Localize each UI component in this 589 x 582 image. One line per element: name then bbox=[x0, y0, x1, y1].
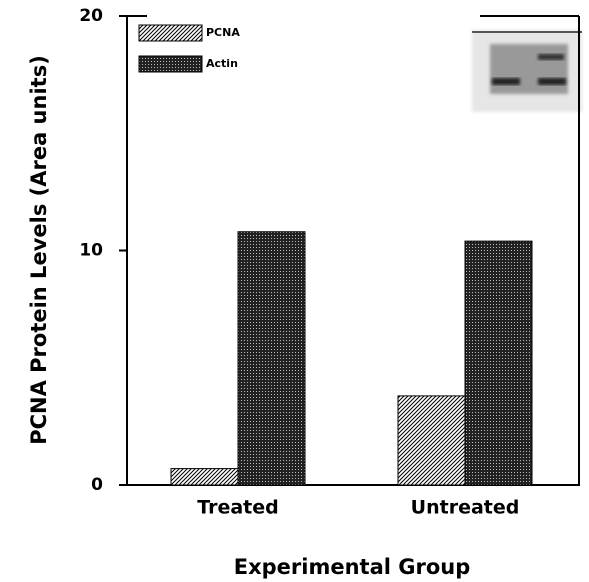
legend-label: Actin bbox=[206, 57, 238, 70]
y-tick-label: 10 bbox=[79, 241, 103, 261]
y-tick-label: 0 bbox=[91, 475, 103, 495]
legend-swatch bbox=[139, 25, 202, 41]
x-tick-label: Untreated bbox=[411, 497, 520, 519]
bar bbox=[398, 396, 465, 485]
chart: PCNA Protein Levels (Area units) Experim… bbox=[0, 0, 589, 582]
page: {"chart_data": {"type": "bar", "y_label"… bbox=[0, 0, 589, 582]
bar bbox=[238, 232, 305, 485]
inset-blot bbox=[472, 30, 582, 112]
x-axis-title: Experimental Group bbox=[234, 555, 471, 579]
bar bbox=[465, 241, 532, 485]
y-tick-label: 20 bbox=[79, 6, 103, 26]
legend-label: PCNA bbox=[206, 26, 240, 39]
legend-swatch bbox=[139, 56, 202, 72]
bar bbox=[171, 469, 238, 485]
x-tick-label: Treated bbox=[197, 497, 279, 519]
y-axis-title: PCNA Protein Levels (Area units) bbox=[27, 55, 51, 445]
